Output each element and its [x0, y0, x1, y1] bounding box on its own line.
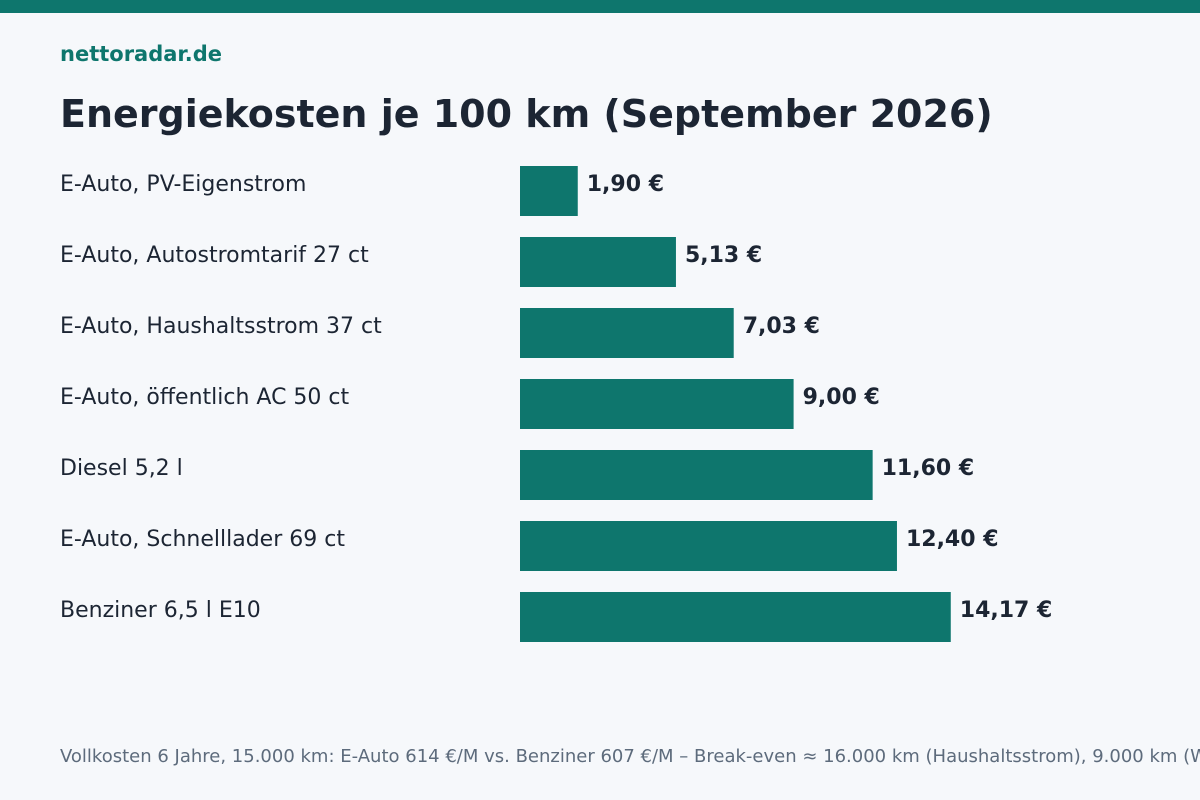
top-accent-bar: [0, 0, 1200, 13]
bar: [520, 308, 734, 358]
category-label: Diesel 5,2 l: [60, 456, 183, 481]
bar: [520, 521, 897, 571]
category-label: Benziner 6,5 l E10: [60, 598, 261, 623]
category-label: E-Auto, Autostromtarif 27 ct: [60, 243, 369, 268]
bar: [520, 450, 873, 500]
chart-title: Energiekosten je 100 km (September 2026): [60, 92, 993, 136]
bar: [520, 592, 951, 642]
category-label: E-Auto, PV-Eigenstrom: [60, 172, 306, 197]
value-label: 5,13 €: [685, 243, 762, 268]
category-label: E-Auto, Haushaltsstrom 37 ct: [60, 314, 382, 339]
value-label: 9,00 €: [803, 385, 880, 410]
bar: [520, 166, 578, 216]
footnote: Vollkosten 6 Jahre, 15.000 km: E-Auto 61…: [60, 746, 1200, 767]
value-label: 7,03 €: [743, 314, 820, 339]
bar-chart: E-Auto, PV-Eigenstrom 1,90 € E-Auto, Autos…: [60, 166, 1053, 642]
value-label: 1,90 €: [587, 172, 664, 197]
category-label: E-Auto, öffentlich AC 50 ct: [60, 385, 350, 410]
value-label: 11,60 €: [882, 456, 975, 481]
value-label: 12,40 €: [906, 527, 999, 552]
value-label: 14,17 €: [960, 598, 1053, 623]
category-label: E-Auto, Schnelllader 69 ct: [60, 527, 345, 552]
bar: [520, 379, 794, 429]
brand-name: nettoradar.de: [60, 42, 223, 66]
bar: [520, 237, 676, 287]
